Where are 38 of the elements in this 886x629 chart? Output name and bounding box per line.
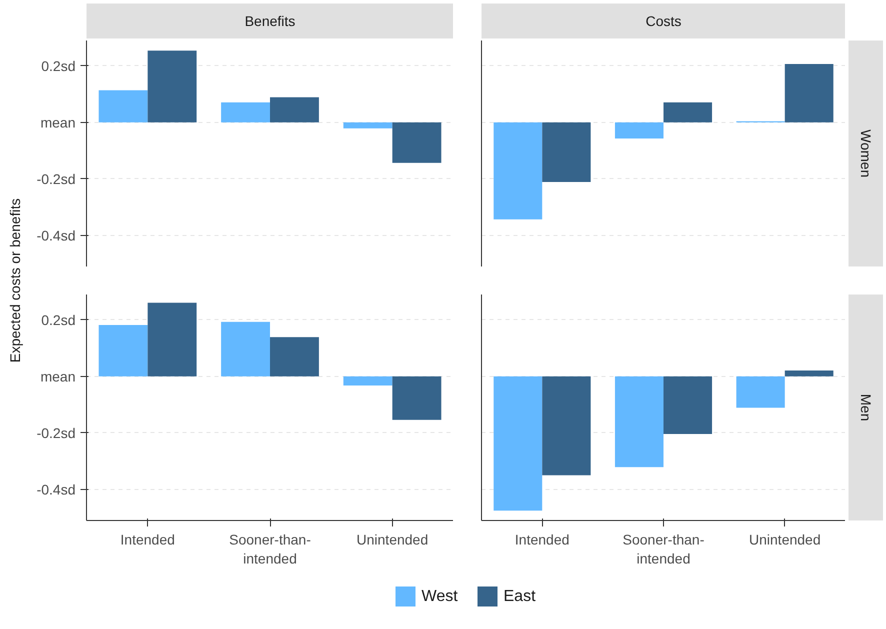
- x-tick-label: Intended: [120, 532, 175, 548]
- bar: [494, 122, 542, 220]
- y-tick-label: -0.4sd: [36, 481, 76, 498]
- bar: [98, 90, 148, 122]
- x-tick-label: Intended: [514, 532, 570, 548]
- bar: [270, 337, 319, 376]
- y-tick-label: -0.4sd: [36, 227, 76, 244]
- y-tick-label: 0.2sd: [41, 58, 76, 74]
- bar: [343, 376, 392, 386]
- bar: [614, 122, 664, 139]
- bar: [98, 325, 148, 376]
- chart-title: Benefits: [244, 13, 296, 29]
- bar: [392, 122, 442, 163]
- bar: [148, 50, 197, 122]
- y-tick-label: -0.2sd: [36, 170, 76, 187]
- y-tick-label: 0.2sd: [41, 312, 76, 328]
- bar: [343, 122, 392, 128]
- bar: [542, 122, 591, 182]
- text: Men: [858, 394, 874, 422]
- bar: [392, 376, 442, 420]
- bar: [664, 102, 712, 122]
- y-tick-label: -0.2sd: [36, 424, 76, 441]
- y-tick-label: mean: [40, 368, 76, 384]
- text: Women: [858, 130, 874, 178]
- x-tick-label: Unintended: [749, 532, 821, 548]
- x-tick-label: Sooner-than-intended: [229, 532, 312, 567]
- bar: [784, 64, 834, 122]
- chart-title: Costs: [646, 13, 682, 29]
- legend-label: West: [422, 588, 458, 605]
- bar: [221, 102, 270, 122]
- bar: [270, 97, 319, 122]
- bar: [148, 302, 197, 376]
- y-axis-title: Expected costs or benefits: [6, 198, 23, 363]
- y-tick-label: mean: [40, 114, 76, 130]
- x-tick-label: Unintended: [356, 532, 428, 548]
- legend-label: East: [504, 588, 536, 605]
- x-tick-label: Sooner-than-intended: [622, 532, 705, 567]
- bar: [221, 322, 270, 376]
